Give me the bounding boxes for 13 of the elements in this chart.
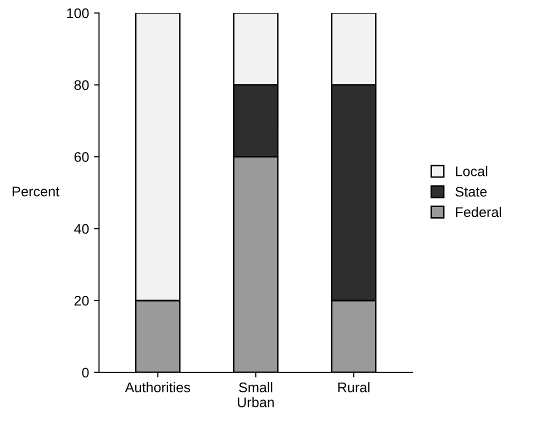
- y-axis-title: Percent: [12, 186, 60, 196]
- legend-label: Federal: [456, 206, 502, 218]
- legend-label: Local: [456, 166, 488, 176]
- x-tick-label: Authorities: [125, 382, 190, 392]
- y-tick-label: 80: [74, 80, 89, 90]
- y-tick-label: 100: [67, 8, 89, 18]
- y-tick-label: 40: [74, 224, 89, 234]
- y-tick-label: 0: [82, 368, 89, 378]
- y-tick-label: 20: [74, 296, 89, 306]
- x-tick-label: Small Urban: [238, 382, 274, 408]
- x-tick-label: Rural: [338, 382, 370, 392]
- legend-label: State: [456, 186, 487, 197]
- y-tick-label: 60: [74, 152, 89, 162]
